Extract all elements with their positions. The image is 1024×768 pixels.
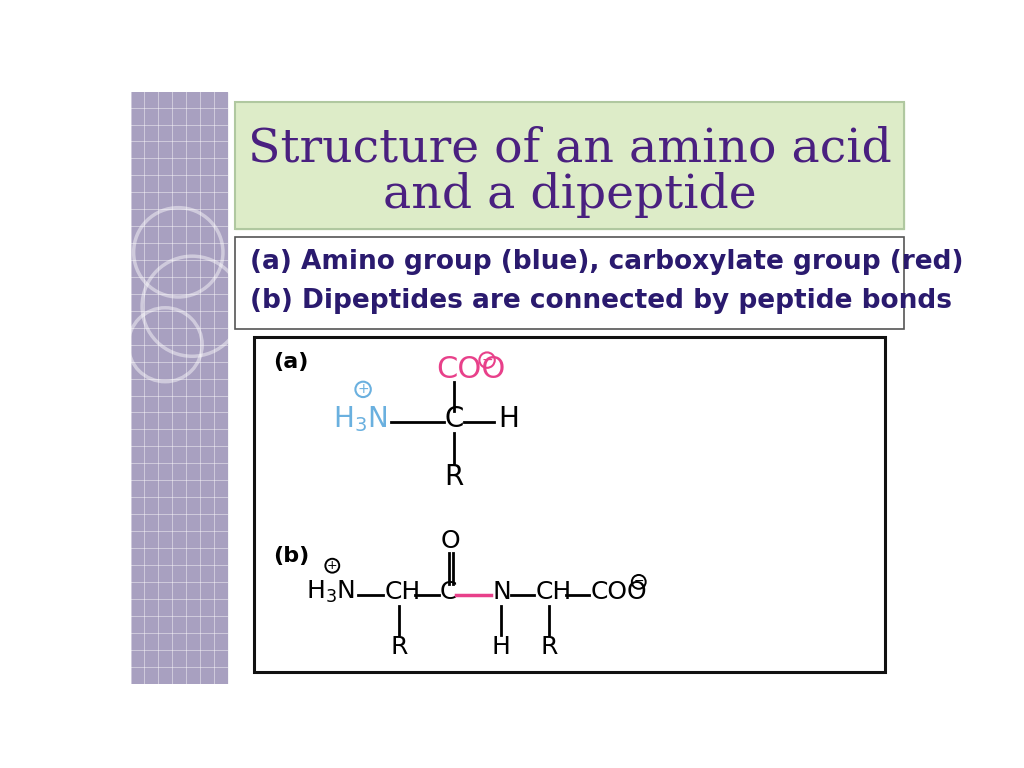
Text: N: N: [493, 580, 511, 604]
Bar: [254, 337, 885, 672]
Text: −: −: [481, 353, 493, 367]
Text: COO: COO: [591, 580, 647, 604]
Bar: [131, 92, 226, 684]
Bar: [234, 102, 904, 229]
Bar: [234, 237, 904, 329]
Text: (b): (b): [273, 547, 309, 567]
Text: CH: CH: [385, 580, 421, 604]
Bar: [254, 337, 885, 672]
Text: R: R: [444, 463, 464, 492]
Text: CH: CH: [536, 580, 571, 604]
Text: R: R: [390, 635, 408, 660]
Text: H$_3$N: H$_3$N: [306, 579, 355, 605]
Text: COO: COO: [436, 355, 506, 384]
Text: C: C: [440, 580, 458, 604]
Bar: [234, 102, 904, 229]
Text: O: O: [441, 529, 461, 553]
Text: Structure of an amino acid: Structure of an amino acid: [248, 126, 891, 171]
Text: (a): (a): [273, 352, 308, 372]
Text: (a) Amino group (blue), carboxylate group (red): (a) Amino group (blue), carboxylate grou…: [250, 249, 964, 274]
Text: −: −: [634, 575, 644, 588]
Text: H: H: [492, 635, 510, 660]
Text: C: C: [444, 405, 464, 432]
Text: (b) Dipeptides are connected by peptide bonds: (b) Dipeptides are connected by peptide …: [250, 288, 952, 314]
Text: R: R: [541, 635, 558, 660]
Text: +: +: [357, 382, 369, 396]
Text: and a dipeptide: and a dipeptide: [383, 171, 757, 217]
Text: +: +: [327, 559, 338, 572]
Text: H$_3$N: H$_3$N: [333, 404, 387, 434]
Bar: [234, 237, 904, 329]
Text: H: H: [499, 405, 519, 432]
